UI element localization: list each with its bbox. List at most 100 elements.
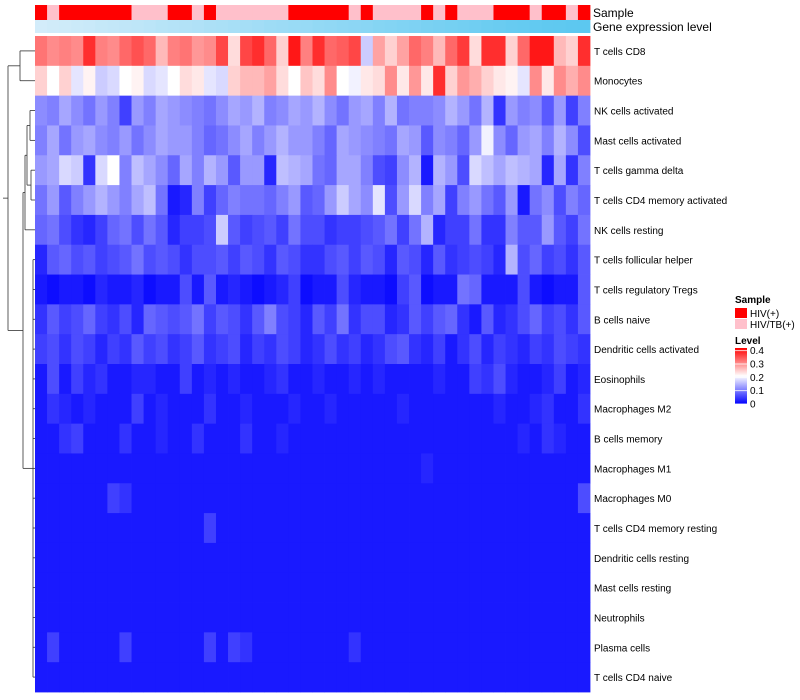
- heatmap-cell: [433, 632, 446, 663]
- heatmap-cell: [481, 95, 494, 126]
- heatmap-cell: [553, 662, 567, 693]
- heatmap-cell: [517, 125, 531, 156]
- heatmap-cell: [167, 632, 181, 663]
- heatmap-cell: [179, 632, 193, 663]
- heatmap-cell: [215, 244, 229, 275]
- heatmap-cell: [493, 513, 506, 544]
- heatmap-cell: [565, 542, 579, 574]
- heatmap-cell: [119, 334, 132, 365]
- heatmap-cell: [107, 244, 120, 275]
- heatmap-cell: [421, 185, 434, 216]
- heatmap-cell: [35, 65, 48, 97]
- heatmap-cell: [481, 513, 494, 544]
- legend-tick-label: 0.2: [750, 373, 764, 384]
- heatmap-cell: [360, 364, 374, 395]
- heatmap-cell: [203, 483, 217, 514]
- sample-track-cell: [95, 5, 108, 20]
- heatmap-cell: [47, 334, 60, 365]
- heatmap-cell: [228, 542, 241, 574]
- heatmap-cell: [348, 632, 362, 663]
- heatmap-cell: [119, 304, 132, 335]
- heatmap-cell: [396, 364, 410, 395]
- heatmap-cell: [336, 572, 350, 603]
- heatmap-cell: [445, 244, 458, 275]
- heatmap-cell: [95, 244, 108, 275]
- heatmap-cell: [324, 542, 338, 574]
- heatmap-cell: [469, 274, 482, 305]
- heatmap-cell: [541, 214, 555, 246]
- expression-track-cell: [47, 20, 60, 33]
- heatmap-cell: [95, 483, 108, 514]
- heatmap-cell: [384, 155, 398, 186]
- heatmap-cell: [240, 214, 253, 246]
- heatmap-cell: [252, 483, 265, 514]
- heatmap-cell: [324, 304, 338, 335]
- heatmap-cell: [505, 214, 519, 246]
- heatmap-cell: [167, 95, 181, 126]
- heatmap-cell: [481, 542, 494, 574]
- heatmap-cell: [384, 364, 398, 395]
- heatmap-cell: [83, 453, 96, 484]
- heatmap-cell: [228, 513, 241, 544]
- heatmap-cell: [481, 36, 494, 67]
- heatmap-cell: [155, 95, 169, 126]
- heatmap-cell: [191, 513, 205, 544]
- heatmap-cell: [324, 155, 338, 186]
- heatmap-cell: [396, 65, 410, 97]
- heatmap-cell: [167, 423, 181, 454]
- heatmap-cell: [384, 483, 398, 514]
- heatmap-cell: [107, 334, 120, 365]
- heatmap-cell: [384, 274, 398, 305]
- heatmap-cell: [348, 155, 362, 186]
- heatmap-cell: [577, 572, 591, 603]
- heatmap-cell: [541, 423, 555, 454]
- expression-track-cell: [240, 20, 253, 33]
- heatmap-cell: [565, 95, 579, 126]
- heatmap-cell: [288, 185, 301, 216]
- heatmap-cell: [505, 364, 519, 395]
- heatmap-cell: [348, 423, 362, 454]
- heatmap-cell: [565, 483, 579, 514]
- heatmap-cell: [83, 95, 96, 126]
- heatmap-cell: [59, 185, 72, 216]
- heatmap-cell: [493, 65, 506, 97]
- heatmap-cell: [288, 244, 301, 275]
- sample-track-cell: [324, 5, 338, 20]
- heatmap-cell: [47, 214, 60, 246]
- heatmap-cell: [577, 214, 591, 246]
- heatmap-cell: [59, 483, 72, 514]
- heatmap-cell: [336, 602, 350, 633]
- heatmap-cell: [59, 572, 72, 603]
- sample-track-cell: [203, 5, 217, 20]
- heatmap-cell: [59, 423, 72, 454]
- heatmap-cell: [155, 364, 169, 395]
- heatmap-cell: [119, 95, 132, 126]
- heatmap-cell: [155, 602, 169, 633]
- heatmap-cell: [288, 632, 301, 663]
- heatmap-cell: [35, 125, 48, 156]
- heatmap-cell: [457, 393, 470, 425]
- heatmap-cell: [324, 483, 338, 514]
- heatmap-cell: [215, 185, 229, 216]
- heatmap-cell: [505, 513, 519, 544]
- heatmap-cell: [119, 423, 132, 454]
- heatmap-cell: [252, 393, 265, 425]
- heatmap-cell: [565, 244, 579, 275]
- heatmap-cell: [228, 185, 241, 216]
- heatmap-cell: [35, 95, 48, 126]
- heatmap-cell: [83, 334, 96, 365]
- heatmap-cell: [517, 662, 531, 693]
- heatmap-cell: [505, 185, 519, 216]
- heatmap-cell: [240, 125, 253, 156]
- heatmap-cell: [384, 65, 398, 97]
- heatmap-cell: [553, 274, 567, 305]
- heatmap-cell: [155, 453, 169, 484]
- heatmap-cell: [577, 95, 591, 126]
- heatmap-cell: [179, 334, 193, 365]
- heatmap-cell: [517, 274, 531, 305]
- heatmap-cell: [433, 185, 446, 216]
- heatmap-cell: [360, 155, 374, 186]
- heatmap-cell: [203, 602, 217, 633]
- heatmap-cell: [59, 36, 72, 67]
- expression-track-cell: [288, 20, 301, 33]
